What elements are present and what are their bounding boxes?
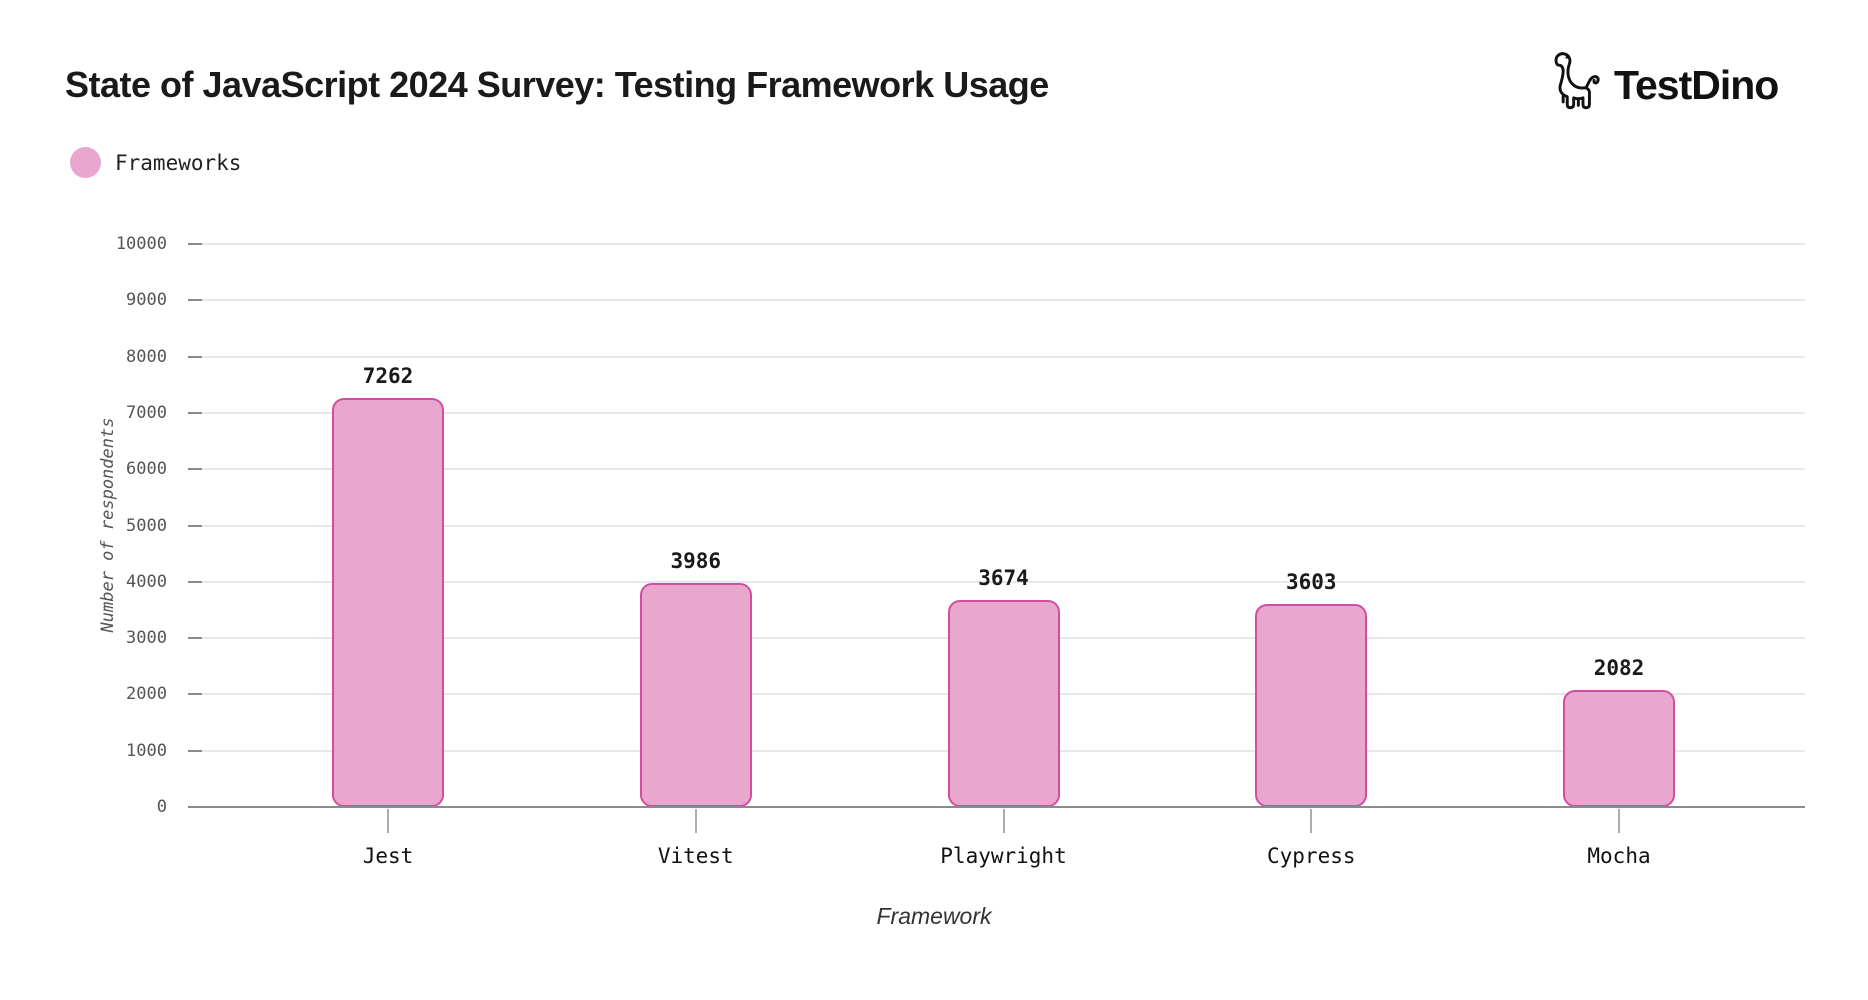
x-axis-title: Framework (876, 903, 992, 929)
y-axis-title: Number of respondents (98, 417, 118, 633)
y-tick-label-1000: 1000 (126, 740, 167, 761)
y-tick-mark (188, 468, 202, 471)
y-tick-label-3000: 3000 (126, 628, 167, 649)
bar-value-playwright: 3674 (978, 566, 1029, 591)
x-category-label-mocha: Mocha (1587, 844, 1651, 868)
gridline-8000 (202, 355, 1805, 358)
x-category-label-playwright: Playwright (940, 844, 1067, 868)
bar-jest[interactable] (332, 398, 444, 807)
testdino-logo: TestDino (1534, 48, 1779, 122)
x-tick-mark (694, 809, 697, 833)
y-tick-labels: 0 1000 2000 3000 4000 5000 6000 7000 8000 9000 100… (57, 234, 185, 817)
y-tick-label-8000: 8000 (126, 346, 167, 367)
plot-area: 0 1000 2000 3000 4000 5000 6000 7000 8000 9000 100… (116, 234, 1805, 868)
bar-value-cypress: 3603 (1285, 570, 1337, 595)
x-tick-mark (1310, 809, 1313, 833)
y-tick-label-0: 0 (156, 797, 167, 817)
legend-swatch (70, 147, 101, 178)
y-tick-label-6000: 6000 (126, 459, 167, 480)
y-tick-label-4000: 4000 (126, 571, 167, 592)
bar-mocha[interactable] (1563, 689, 1675, 807)
x-tick-mark (1618, 809, 1620, 833)
bar-value-jest: 7262 (362, 364, 414, 389)
bar-value-mocha: 2082 (1593, 655, 1645, 680)
bar-value-vitest: 3986 (670, 548, 722, 573)
y-tick-label-10000: 10000 (115, 234, 167, 254)
x-tick-mark (1002, 809, 1005, 833)
y-tick-mark (188, 299, 202, 302)
logo-text: TestDino (1614, 61, 1779, 108)
bar-cypress[interactable] (1255, 604, 1368, 807)
y-tick-mark (188, 637, 202, 640)
y-tick-label-7000: 7000 (126, 402, 167, 423)
gridline-9000 (202, 299, 1805, 302)
y-tick-mark (188, 580, 202, 583)
gridline-5000 (202, 524, 1805, 527)
y-tick-mark (188, 243, 202, 245)
y-tick-mark (188, 411, 202, 414)
bar-playwright[interactable] (947, 600, 1060, 807)
y-tick-mark (188, 524, 202, 527)
y-tick-mark (188, 749, 202, 752)
y-tick-label-2000: 2000 (126, 684, 167, 705)
legend-label: Frameworks (115, 150, 242, 175)
bar-vitest[interactable] (639, 582, 752, 807)
y-tick-mark (188, 355, 202, 358)
y-tick-label-5000: 5000 (126, 515, 167, 536)
gridline-6000 (202, 468, 1805, 471)
y-tick-label-9000: 9000 (126, 290, 167, 311)
chart-title: State of JavaScript 2024 Survey: Testing… (65, 64, 1049, 105)
gridline-4000 (202, 580, 1805, 583)
x-category-label-vitest: Vitest (657, 844, 734, 868)
x-axis-line (202, 806, 1805, 808)
x-category-label-jest: Jest (362, 844, 414, 868)
gridline-7000 (202, 411, 1805, 414)
legend-item-frameworks[interactable]: Frameworks (70, 147, 241, 178)
gridline-10000 (202, 243, 1805, 245)
x-category-label-cypress: Cypress (1266, 844, 1356, 868)
y-tick-mark (188, 806, 202, 808)
x-tick-mark (387, 809, 389, 833)
y-tick-mark (188, 693, 202, 696)
dinosaur-icon (1554, 52, 1600, 110)
